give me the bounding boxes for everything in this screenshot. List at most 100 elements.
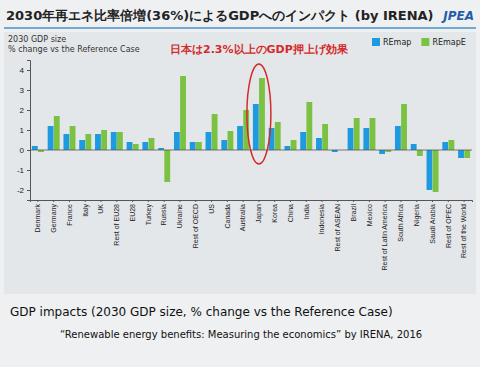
x-tick-mark [37,200,38,202]
bar [164,150,170,182]
x-tick: Rest of OECD [192,200,199,248]
x-tick-mark [400,200,401,202]
x-tick-mark [337,200,338,202]
legend-swatch [421,38,429,46]
x-tick-label: Rest of the World [460,204,467,258]
bar [133,144,139,150]
x-tick-label: France [66,204,73,226]
x-tick: UK [97,200,104,214]
x-tick-mark [53,200,54,202]
bar [127,142,133,150]
x-tick: Canada [224,200,231,229]
x-tick: Italy [81,200,89,217]
bar [174,132,180,150]
bar [275,122,281,150]
x-tick-label: Brazil [350,204,357,222]
y-tick-mark [27,130,30,131]
x-tick-mark [211,200,212,202]
bar [411,144,417,150]
x-tick-label: US [208,204,215,214]
x-tick: Russia [160,200,167,225]
bar [95,134,101,150]
x-tick: Rest of Latin America [381,200,388,271]
x-tick-label: Mexico [366,204,373,226]
x-tick-label: Ukraine [176,204,183,228]
x-tick-mark [132,200,133,202]
caption: GDP impacts (2030 GDP size, % change vs … [10,305,393,319]
x-axis: DenmarkGermanyFranceItalyUKRest of EU28E… [31,200,473,271]
bar [111,132,117,150]
title: 2030年再エネ比率倍増(36%)によるGDPへのインパクト (by IRENA… [6,8,434,23]
bar [395,126,401,150]
x-tick-mark [227,200,228,202]
x-tick-mark [164,200,165,202]
y-tick: 4 [20,66,30,75]
x-tick-mark [385,200,386,202]
bar [448,140,454,150]
bar [117,132,123,150]
bar [354,118,360,150]
bar [379,150,385,154]
x-tick: India [302,200,309,219]
x-tick-label: Italy [81,204,89,217]
bar [464,150,470,158]
x-tick-mark [369,200,370,202]
y-tick-mark [27,110,30,111]
x-tick-mark [85,200,86,202]
x-tick: Korea [271,200,278,223]
bar [306,102,312,150]
bar [221,140,227,150]
x-tick-mark [69,200,70,202]
x-tick-label: Saudi Arabia [429,204,436,244]
bar [370,118,376,150]
x-tick: Mexico [366,200,373,226]
x-tick: Saudi Arabia [429,200,436,244]
y-tick: -1 [17,166,30,175]
x-tick-label: EU28 [129,204,136,222]
x-tick-mark [195,200,196,202]
x-tick-label: Rest of OECD [192,204,199,248]
x-tick-label: UK [97,204,104,214]
x-tick: US [208,200,215,214]
bar [363,128,369,150]
bar [458,150,464,158]
bar [291,140,297,150]
x-tick-mark [243,200,244,202]
x-tick-mark [179,200,180,202]
bar [417,150,423,156]
y-tick-mark [27,70,30,71]
x-tick: China [287,200,294,222]
y-tick-mark [27,190,30,191]
x-tick: Japan [255,200,263,223]
x-tick-label: India [302,204,309,219]
bar [85,134,91,150]
x-tick: Rest of OPEC [445,200,452,248]
x-tick-label: Canada [224,204,231,229]
bar [190,142,196,150]
x-tick-label: Rest of ASEAN [334,204,341,251]
bar [237,126,243,150]
x-tick-mark [448,200,449,202]
x-tick-label: China [287,204,294,222]
y-tick-mark [27,170,30,171]
logo: JPEA [441,9,474,23]
bar [433,150,439,192]
x-tick-mark [353,200,354,202]
x-tick: Denmark [34,200,41,232]
y-tick-label: -2 [17,186,25,195]
x-tick: Rest of the World [460,200,467,258]
x-tick-label: Rest of EU28 [113,204,120,246]
bar [32,146,38,150]
x-tick: Australia [239,200,246,231]
x-tick: Indonesia [318,200,325,234]
x-tick-mark [432,200,433,202]
x-tick-label: Australia [239,204,246,231]
bar [227,131,233,150]
x-tick-label: Denmark [34,204,41,233]
y-tick-label: 2 [20,106,25,115]
x-tick: Nigeria [413,200,421,226]
plot-background [4,32,476,294]
bar [70,126,76,150]
y-tick: 3 [20,86,30,95]
bar [300,132,306,150]
